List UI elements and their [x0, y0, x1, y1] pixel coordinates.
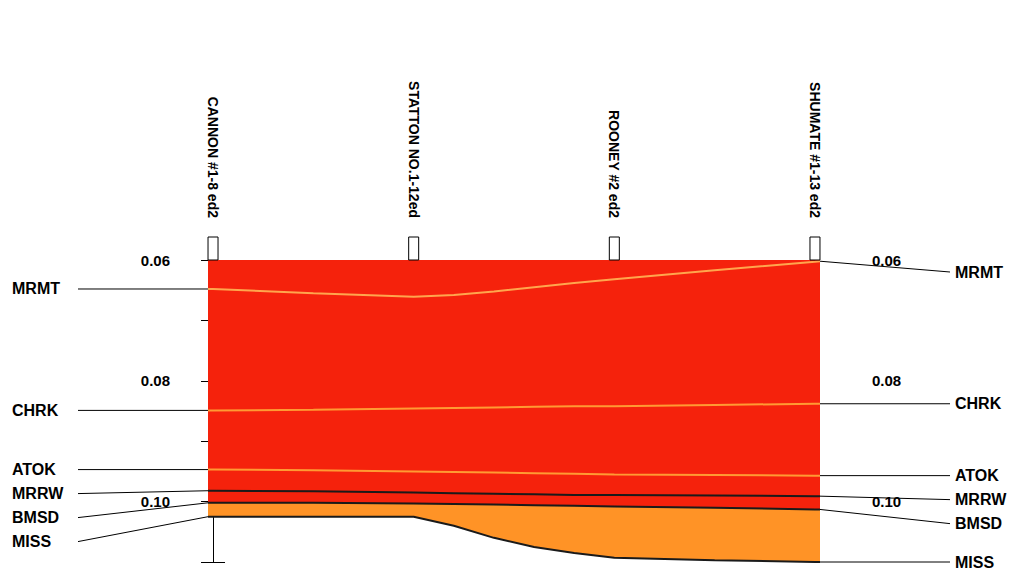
svg-text:0.10: 0.10	[140, 493, 170, 511]
svg-text:0.08: 0.08	[141, 372, 170, 389]
svg-text:CHRK: CHRK	[12, 402, 59, 419]
svg-text:CANNON #1-8 ed2: CANNON #1-8 ed2	[205, 97, 221, 219]
svg-text:STATTON NO.1-12ed: STATTON NO.1-12ed	[406, 81, 422, 218]
svg-text:BMSD: BMSD	[12, 509, 59, 526]
svg-text:0.06: 0.06	[141, 252, 170, 269]
svg-text:ROONEY #2 ed2: ROONEY #2 ed2	[606, 110, 622, 218]
svg-text:0.06: 0.06	[872, 251, 902, 269]
svg-text:MRRW: MRRW	[12, 485, 64, 502]
svg-text:ATOK: ATOK	[955, 467, 999, 484]
svg-text:0.10: 0.10	[872, 493, 901, 510]
svg-text:BMSD: BMSD	[955, 515, 1002, 532]
svg-text:CHRK: CHRK	[955, 395, 1002, 412]
svg-text:MRRW: MRRW	[955, 491, 1007, 508]
svg-text:MISS: MISS	[12, 533, 51, 550]
svg-text:SHUMATE #1-13 ed2: SHUMATE #1-13 ed2	[807, 82, 823, 218]
svg-text:MRMT: MRMT	[12, 280, 60, 297]
svg-text:MRMT: MRMT	[955, 264, 1003, 281]
svg-text:MISS: MISS	[955, 554, 994, 571]
svg-text:ATOK: ATOK	[12, 461, 56, 478]
svg-text:0.08: 0.08	[872, 372, 901, 389]
